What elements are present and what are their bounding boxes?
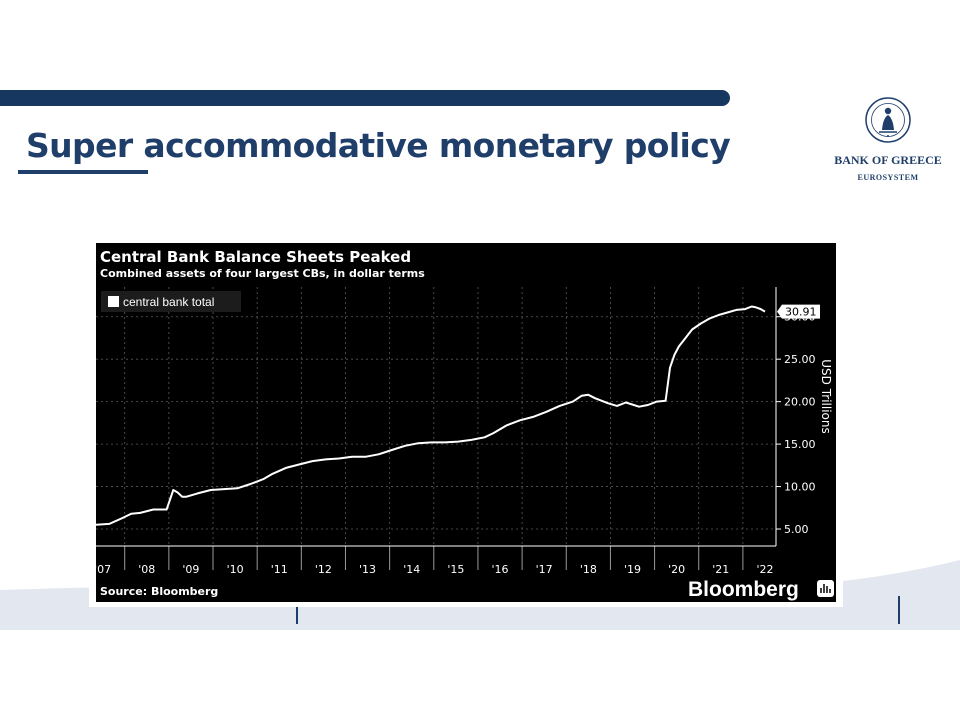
bank-name: BANK OF GREECE: [834, 153, 942, 167]
last-value-label: 30.91: [785, 306, 817, 319]
x-tick-label: '10: [227, 563, 244, 576]
x-tick-label: '21: [712, 563, 729, 576]
source-label: Source: Bloomberg: [100, 585, 218, 598]
y-axis-title: USD Trillions: [819, 359, 833, 434]
x-tick-label: '07: [96, 563, 111, 576]
title-underline: [18, 170, 148, 174]
x-tick-label: '19: [624, 563, 641, 576]
x-tick-label: '14: [403, 563, 420, 576]
footer-divider-left: [296, 604, 298, 624]
bloomberg-icon: [817, 580, 834, 597]
x-tick-label: '18: [580, 563, 597, 576]
last-value-tag: [777, 304, 820, 319]
y-tick-label: 15.00: [784, 438, 816, 451]
x-tick-label: '17: [536, 563, 553, 576]
bloomberg-logo: Bloomberg: [688, 578, 799, 601]
legend-label: central bank total: [123, 295, 214, 309]
x-tick-label: '12: [315, 563, 332, 576]
x-tick-label: '22: [756, 563, 773, 576]
series-line-central-bank-total: [96, 305, 766, 526]
chart-title: Central Bank Balance Sheets Peaked: [100, 248, 411, 266]
chart-frame: Central Bank Balance Sheets Peaked Combi…: [89, 238, 843, 607]
balance-sheet-chart: Central Bank Balance Sheets Peaked Combi…: [96, 243, 836, 602]
legend-swatch: [108, 296, 119, 307]
bank-subtitle: EUROSYSTEM: [857, 173, 919, 182]
header-band: [0, 90, 730, 106]
legend-box: [101, 291, 241, 312]
x-tick-label: '08: [138, 563, 155, 576]
x-tick-label: '16: [492, 563, 509, 576]
slide-title: Super accommodative monetary policy: [26, 126, 731, 165]
bank-seal-icon: [865, 97, 911, 143]
x-tick-label: '20: [668, 563, 685, 576]
x-tick-label: '11: [271, 563, 288, 576]
bloomberg-icon-bars: [820, 584, 831, 593]
y-tick-label: 5.00: [784, 523, 809, 536]
last-value-marker: 30.91: [777, 304, 820, 319]
chart-subtitle: Combined assets of four largest CBs, in …: [100, 267, 425, 280]
x-tick-label: '13: [359, 563, 376, 576]
y-tick-label: 20.00: [784, 396, 816, 409]
y-tick-label: 10.00: [784, 481, 816, 494]
y-tick-label: 25.00: [784, 353, 816, 366]
x-tick-label: '15: [447, 563, 464, 576]
bank-logo: BANK OF GREECE EUROSYSTEM: [828, 96, 948, 182]
footer-divider-right: [898, 596, 900, 624]
x-tick-label: '09: [182, 563, 199, 576]
